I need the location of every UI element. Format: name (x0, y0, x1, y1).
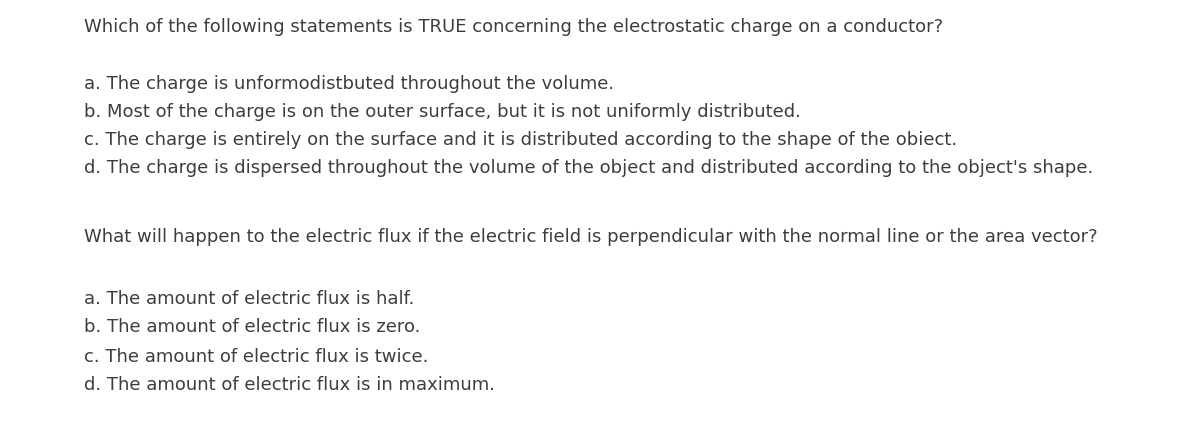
Text: c. The amount of electric flux is twice.: c. The amount of electric flux is twice. (84, 348, 428, 366)
Text: d. The charge is dispersed throughout the volume of the object and distributed a: d. The charge is dispersed throughout th… (84, 159, 1093, 177)
Text: What will happen to the electric flux if the electric field is perpendicular wit: What will happen to the electric flux if… (84, 228, 1098, 246)
Text: d. The amount of electric flux is in maximum.: d. The amount of electric flux is in max… (84, 376, 496, 394)
Text: Which of the following statements is TRUE concerning the electrostatic charge on: Which of the following statements is TRU… (84, 18, 943, 36)
Text: c. The charge is entirely on the surface and it is distributed according to the : c. The charge is entirely on the surface… (84, 131, 958, 149)
Text: b. Most of the charge is on the outer surface, but it is not uniformly distribut: b. Most of the charge is on the outer su… (84, 103, 800, 121)
Text: a. The amount of electric flux is half.: a. The amount of electric flux is half. (84, 290, 414, 308)
Text: b. The amount of electric flux is zero.: b. The amount of electric flux is zero. (84, 318, 420, 336)
Text: a. The charge is unformodistbuted throughout the volume.: a. The charge is unformodistbuted throug… (84, 75, 614, 93)
